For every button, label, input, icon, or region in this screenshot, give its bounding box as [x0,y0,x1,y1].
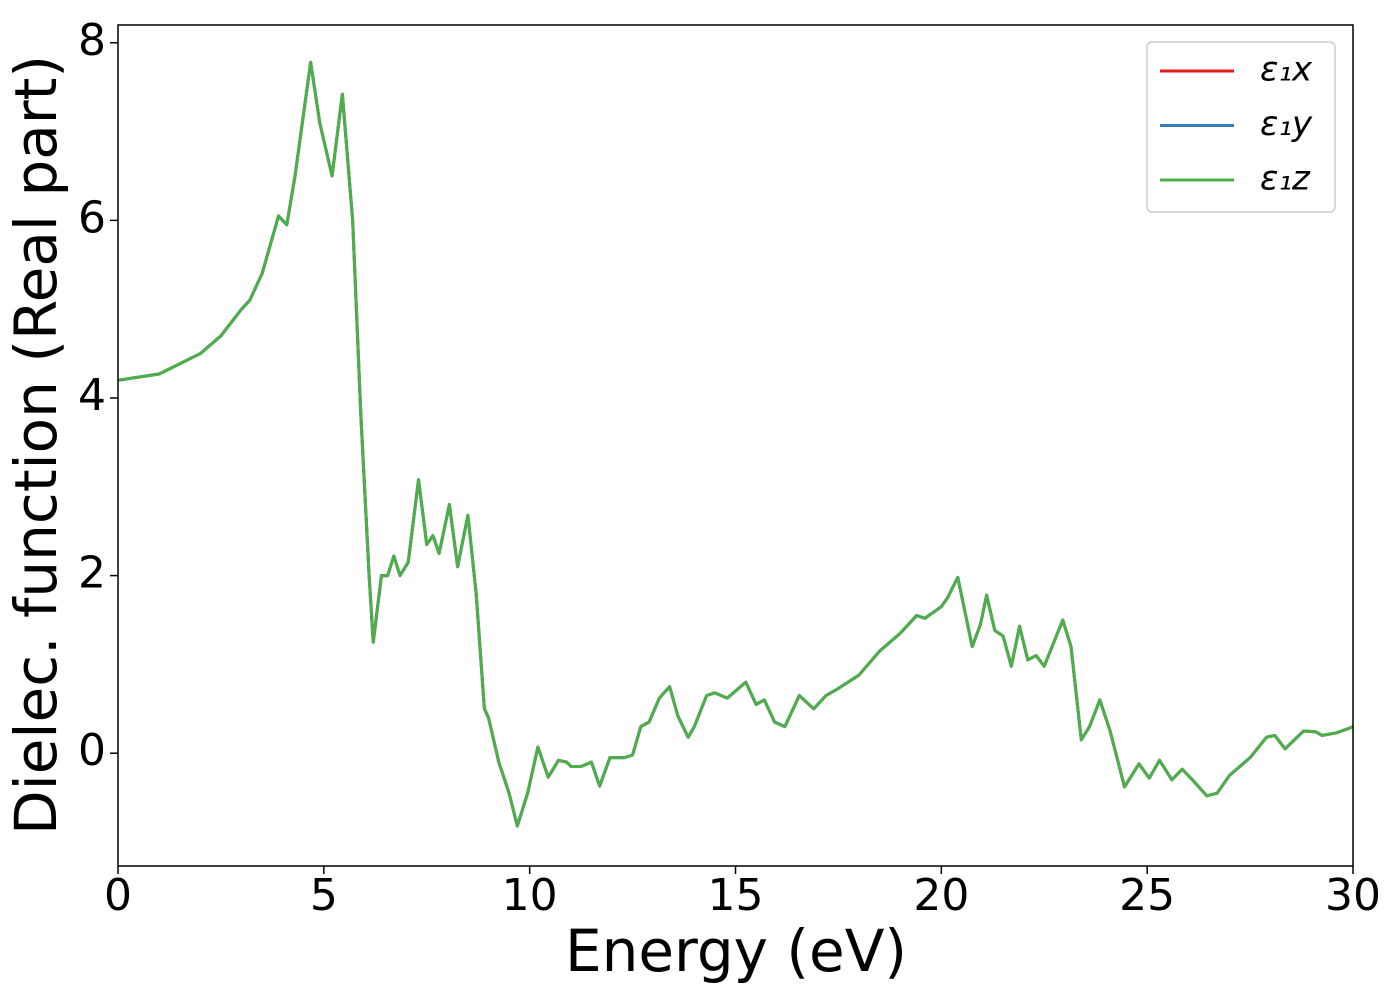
y-tick-label: 2 [78,548,106,599]
x-tick-label: 30 [1325,870,1381,921]
series-line [117,60,1354,828]
y-tick-label: 6 [78,192,106,243]
plot-frame [117,24,1354,867]
legend-label: ε₁y [1260,104,1313,144]
y-tick-label: 4 [78,370,106,421]
x-tick-label: 15 [708,870,764,921]
x-axis-label: Energy (eV) [565,917,907,985]
legend-label: ε₁z [1260,159,1311,199]
legend-label: ε₁x [1260,50,1313,90]
x-tick-label: 10 [502,870,558,921]
x-tick-label: 0 [104,870,132,921]
legend-box [1146,41,1336,213]
y-tick-label: 0 [78,725,106,776]
x-tick-label: 25 [1119,870,1175,921]
y-tick-label: 8 [78,15,106,66]
x-tick-label: 20 [913,870,969,921]
x-tick-label: 5 [310,870,338,921]
y-axis-label: Dielec. function (Real part) [2,55,70,835]
